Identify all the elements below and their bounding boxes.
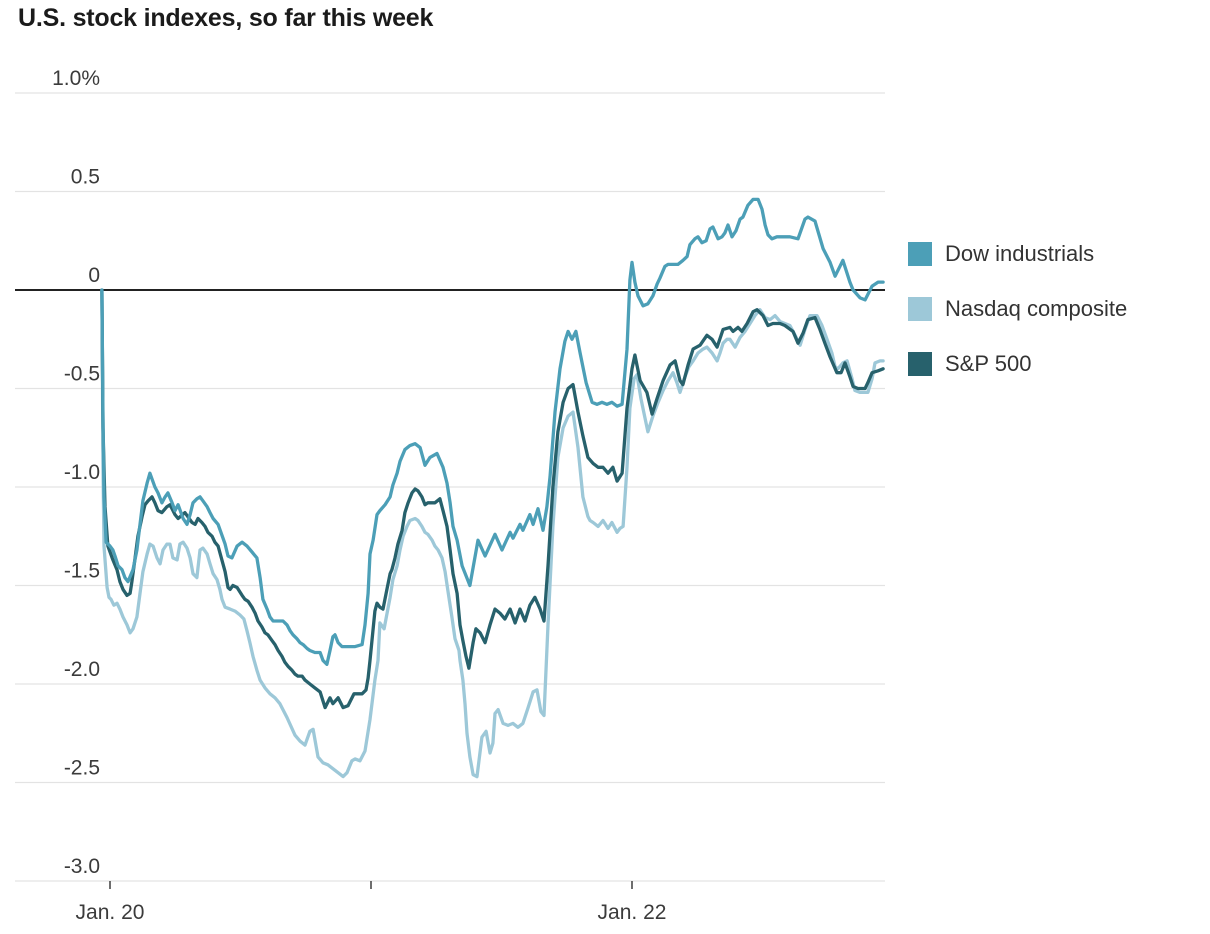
x-axis-label: Jan. 22 — [598, 901, 667, 924]
series-line-nasdaq-composite — [100, 288, 885, 779]
chart-title: U.S. stock indexes, so far this week — [18, 4, 434, 32]
legend-label-sp500: S&P 500 — [945, 351, 1032, 376]
nasdaq-swatch-icon — [908, 297, 932, 321]
legend-label-nasdaq: Nasdaq composite — [945, 296, 1128, 321]
y-axis-label: -1.5 — [64, 560, 100, 583]
y-axis-label: -2.5 — [64, 757, 100, 780]
y-axis-label: 1.0% — [52, 67, 100, 90]
legend-item-sp500: S&P 500 — [908, 351, 1127, 377]
legend-item-dow: Dow industrials — [908, 241, 1127, 267]
y-axis-label: 0 — [88, 264, 100, 287]
legend-item-nasdaq: Nasdaq composite — [908, 296, 1127, 322]
y-axis-label: 0.5 — [71, 166, 100, 189]
x-axis-label: Jan. 20 — [76, 901, 145, 924]
sp500-swatch-icon — [908, 352, 932, 376]
y-axis-label: -0.5 — [64, 363, 100, 386]
series-line-s-p-500 — [100, 288, 885, 710]
dow-swatch-icon — [908, 242, 932, 266]
legend: Dow industrials Nasdaq composite S&P 500 — [908, 241, 1127, 406]
y-axis-label: -1.0 — [64, 461, 100, 484]
y-axis-label: -3.0 — [64, 855, 100, 878]
y-axis-label: -2.0 — [64, 658, 100, 681]
legend-label-dow: Dow industrials — [945, 241, 1095, 266]
series-line-dow-industrials — [100, 197, 885, 666]
